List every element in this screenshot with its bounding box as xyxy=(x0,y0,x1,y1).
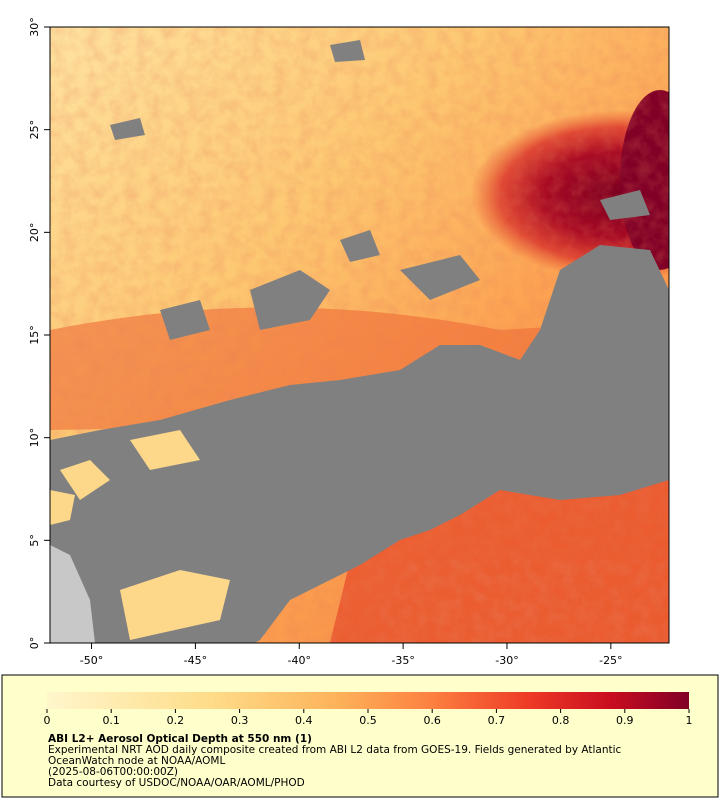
colorbar-tick-label: 0.9 xyxy=(616,714,634,727)
map-field xyxy=(50,27,669,643)
colorbar-ticks: 0 0.1 0.2 0.3 0.4 0.5 0.6 0.7 0.8 0.9 1 xyxy=(44,709,693,727)
colorbar-tick-label: 0.1 xyxy=(102,714,120,727)
y-tick-label: 25° xyxy=(28,120,41,140)
caption-line: Experimental NRT AOD daily composite cre… xyxy=(48,744,622,756)
caption-title: ABI L2+ Aerosol Optical Depth at 550 nm … xyxy=(48,733,312,745)
x-tick-label: -40° xyxy=(288,654,311,667)
colorbar-tick-label: 1 xyxy=(686,714,693,727)
colorbar-tick-label: 0.5 xyxy=(359,714,377,727)
y-tick-label: 30° xyxy=(28,17,41,37)
colorbar-tick-label: 0.6 xyxy=(423,714,441,727)
y-tick-label: 15° xyxy=(28,325,41,345)
x-tick-label: -25° xyxy=(599,654,622,667)
colorbar xyxy=(47,692,689,709)
colorbar-tick-label: 0 xyxy=(44,714,51,727)
caption-line: Data courtesy of USDOC/NOAA/OAR/AOML/PHO… xyxy=(48,777,305,789)
colorbar-tick-label: 0.3 xyxy=(231,714,249,727)
x-tick-label: -45° xyxy=(184,654,207,667)
x-tick-label: -50° xyxy=(80,654,103,667)
axes: -50° -45° -40° -35° -30° -25° 0° 5° 10° 15° 20° 25°… xyxy=(28,17,623,667)
caption-line: (2025-08-06T00:00:00Z) xyxy=(48,766,178,778)
y-tick-label: 20° xyxy=(28,223,41,243)
y-tick-label: 0° xyxy=(28,637,41,650)
colorbar-tick-label: 0.8 xyxy=(552,714,570,727)
x-tick-label: -35° xyxy=(391,654,414,667)
y-tick-label: 10° xyxy=(28,428,41,448)
colorbar-tick-label: 0.2 xyxy=(167,714,185,727)
x-tick-label: -30° xyxy=(495,654,518,667)
caption-line: OceanWatch node at NOAA/AOML xyxy=(48,755,225,767)
colorbar-tick-label: 0.4 xyxy=(295,714,313,727)
colorbar-tick-label: 0.7 xyxy=(488,714,506,727)
y-tick-label: 5° xyxy=(28,534,41,547)
